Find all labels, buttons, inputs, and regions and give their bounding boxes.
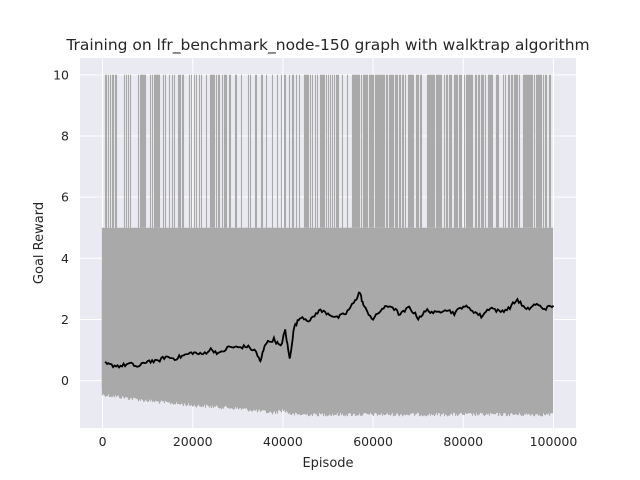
x-axis-ticks: 0 20000 40000 60000 80000 100000 — [99, 434, 578, 449]
chart-title: Training on lfr_benchmark_node-150 graph… — [65, 36, 589, 55]
raw-reward-band — [101, 227, 554, 417]
y-tick-label: 8 — [61, 128, 69, 143]
y-axis-ticks: 0 2 4 6 8 10 — [53, 67, 69, 388]
x-axis-label: Episode — [302, 456, 353, 471]
y-tick-label: 0 — [61, 373, 69, 388]
x-tick-label: 80000 — [443, 434, 483, 449]
y-tick-label: 4 — [61, 251, 69, 266]
y-tick-label: 10 — [53, 67, 69, 82]
x-tick-label: 20000 — [173, 434, 213, 449]
raw-reward-spikes — [104, 74, 552, 228]
x-tick-label: 40000 — [263, 434, 303, 449]
raw-reward-series — [101, 74, 554, 417]
y-tick-label: 6 — [61, 190, 69, 205]
x-tick-label: 60000 — [353, 434, 393, 449]
x-tick-label: 0 — [99, 434, 107, 449]
x-tick-label: 100000 — [530, 434, 578, 449]
rolling-mean-line — [104, 291, 555, 369]
y-tick-label: 2 — [61, 312, 69, 327]
y-axis-label: Goal Reward — [32, 202, 47, 284]
plot-area — [101, 74, 555, 417]
